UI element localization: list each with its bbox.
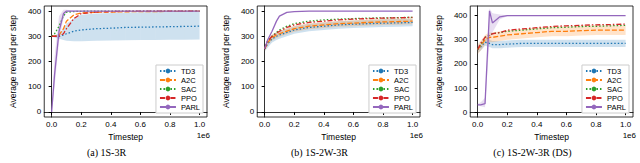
svg-text:SAC: SAC [394,85,410,94]
svg-text:400: 400 [454,11,468,20]
svg-text:A2C: A2C [181,76,196,85]
svg-text:PPO: PPO [607,94,623,103]
svg-text:Timestep: Timestep [321,132,356,142]
svg-text:(c) 1S-2W-3R (DS): (c) 1S-2W-3R (DS) [493,147,571,159]
svg-text:0.2: 0.2 [76,120,88,129]
svg-text:0.0: 0.0 [472,120,484,129]
svg-text:(b) 1S-2W-3R: (b) 1S-2W-3R [291,147,348,159]
svg-text:400: 400 [241,7,255,16]
svg-text:200: 200 [28,57,42,66]
svg-text:300: 300 [28,32,42,41]
svg-text:0.0: 0.0 [259,120,271,129]
svg-text:0.2: 0.2 [289,120,301,129]
svg-text:0.4: 0.4 [531,120,543,129]
svg-text:A2C: A2C [394,76,409,85]
svg-text:1.0: 1.0 [194,120,206,129]
svg-text:(a) 1S-3R: (a) 1S-3R [87,147,126,159]
svg-text:0.4: 0.4 [105,120,117,129]
svg-text:PPO: PPO [394,94,410,103]
svg-text:PARL: PARL [394,103,413,112]
svg-text:PARL: PARL [181,103,200,112]
svg-text:TD3: TD3 [181,67,195,76]
svg-text:0.8: 0.8 [164,120,176,129]
svg-text:1.0: 1.0 [620,120,632,129]
svg-text:0: 0 [250,107,255,116]
svg-text:TD3: TD3 [607,67,621,76]
svg-text:0.8: 0.8 [590,120,602,129]
svg-text:Average reward per step: Average reward per step [221,15,231,108]
svg-text:0: 0 [463,108,468,117]
svg-text:200: 200 [241,57,255,66]
svg-text:300: 300 [454,35,468,44]
svg-text:Timestep: Timestep [534,132,569,142]
svg-text:300: 300 [241,32,255,41]
svg-text:1e6: 1e6 [623,131,637,140]
svg-text:1.0: 1.0 [407,120,419,129]
svg-text:100: 100 [28,82,42,91]
svg-text:1e6: 1e6 [197,131,211,140]
svg-text:1e6: 1e6 [410,131,424,140]
svg-text:100: 100 [454,84,468,93]
svg-text:0.8: 0.8 [377,120,389,129]
svg-text:100: 100 [241,82,255,91]
svg-text:SAC: SAC [181,85,197,94]
svg-text:0.6: 0.6 [348,120,360,129]
svg-text:PARL: PARL [607,103,626,112]
svg-text:0.6: 0.6 [561,120,573,129]
svg-text:0.2: 0.2 [502,120,514,129]
svg-text:0.6: 0.6 [135,120,147,129]
svg-text:SAC: SAC [607,85,623,94]
svg-text:0.4: 0.4 [318,120,330,129]
svg-text:Average reward per step: Average reward per step [434,15,444,108]
svg-text:200: 200 [454,59,468,68]
svg-text:0: 0 [37,107,42,116]
svg-text:A2C: A2C [607,76,622,85]
svg-text:TD3: TD3 [394,67,408,76]
svg-text:Timestep: Timestep [108,132,143,142]
svg-text:0.0: 0.0 [46,120,58,129]
svg-text:PPO: PPO [181,94,197,103]
svg-text:Average reward per step: Average reward per step [8,15,18,108]
svg-text:400: 400 [28,7,42,16]
